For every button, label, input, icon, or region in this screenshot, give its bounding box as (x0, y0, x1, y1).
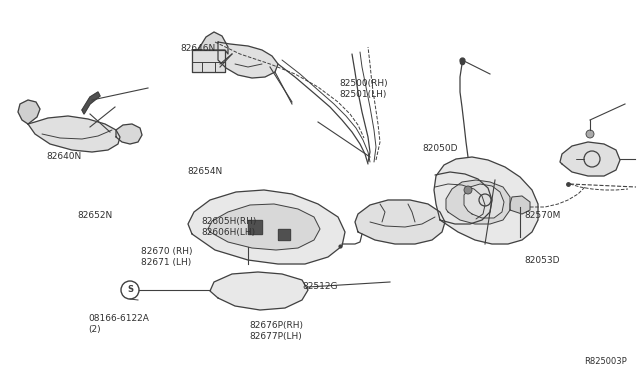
Polygon shape (510, 196, 530, 214)
Text: 08166-6122A
(2): 08166-6122A (2) (88, 314, 149, 334)
Text: 82570M: 82570M (525, 211, 561, 220)
Polygon shape (18, 100, 40, 124)
Text: 82640N: 82640N (46, 152, 81, 161)
Text: 82676P(RH)
82677P(LH): 82676P(RH) 82677P(LH) (250, 321, 303, 341)
Polygon shape (434, 157, 538, 244)
Polygon shape (192, 50, 225, 72)
Polygon shape (560, 142, 620, 176)
Text: 82654N: 82654N (187, 167, 222, 176)
Polygon shape (82, 92, 100, 114)
Text: R825003P: R825003P (584, 357, 627, 366)
Circle shape (464, 186, 472, 194)
Text: 82646N: 82646N (180, 44, 216, 53)
Polygon shape (188, 190, 345, 264)
Text: 82652N: 82652N (77, 211, 113, 220)
Polygon shape (116, 124, 142, 144)
Polygon shape (464, 184, 504, 218)
Text: 82500(RH)
82501(LH): 82500(RH) 82501(LH) (339, 79, 388, 99)
Polygon shape (355, 200, 445, 244)
Text: 82053D: 82053D (525, 256, 560, 265)
Text: 82605H(RH)
82606H(LH): 82605H(RH) 82606H(LH) (202, 217, 257, 237)
Text: 82512G: 82512G (302, 282, 338, 291)
Text: 82050D: 82050D (422, 144, 458, 153)
Polygon shape (192, 32, 228, 54)
Polygon shape (208, 204, 320, 250)
Polygon shape (278, 229, 290, 240)
Polygon shape (248, 220, 262, 234)
Polygon shape (210, 272, 308, 310)
Circle shape (586, 130, 594, 138)
Text: S: S (127, 285, 133, 295)
Polygon shape (28, 116, 120, 152)
Polygon shape (218, 42, 278, 78)
Text: 82670 (RH)
82671 (LH): 82670 (RH) 82671 (LH) (141, 247, 192, 267)
Polygon shape (446, 180, 510, 224)
